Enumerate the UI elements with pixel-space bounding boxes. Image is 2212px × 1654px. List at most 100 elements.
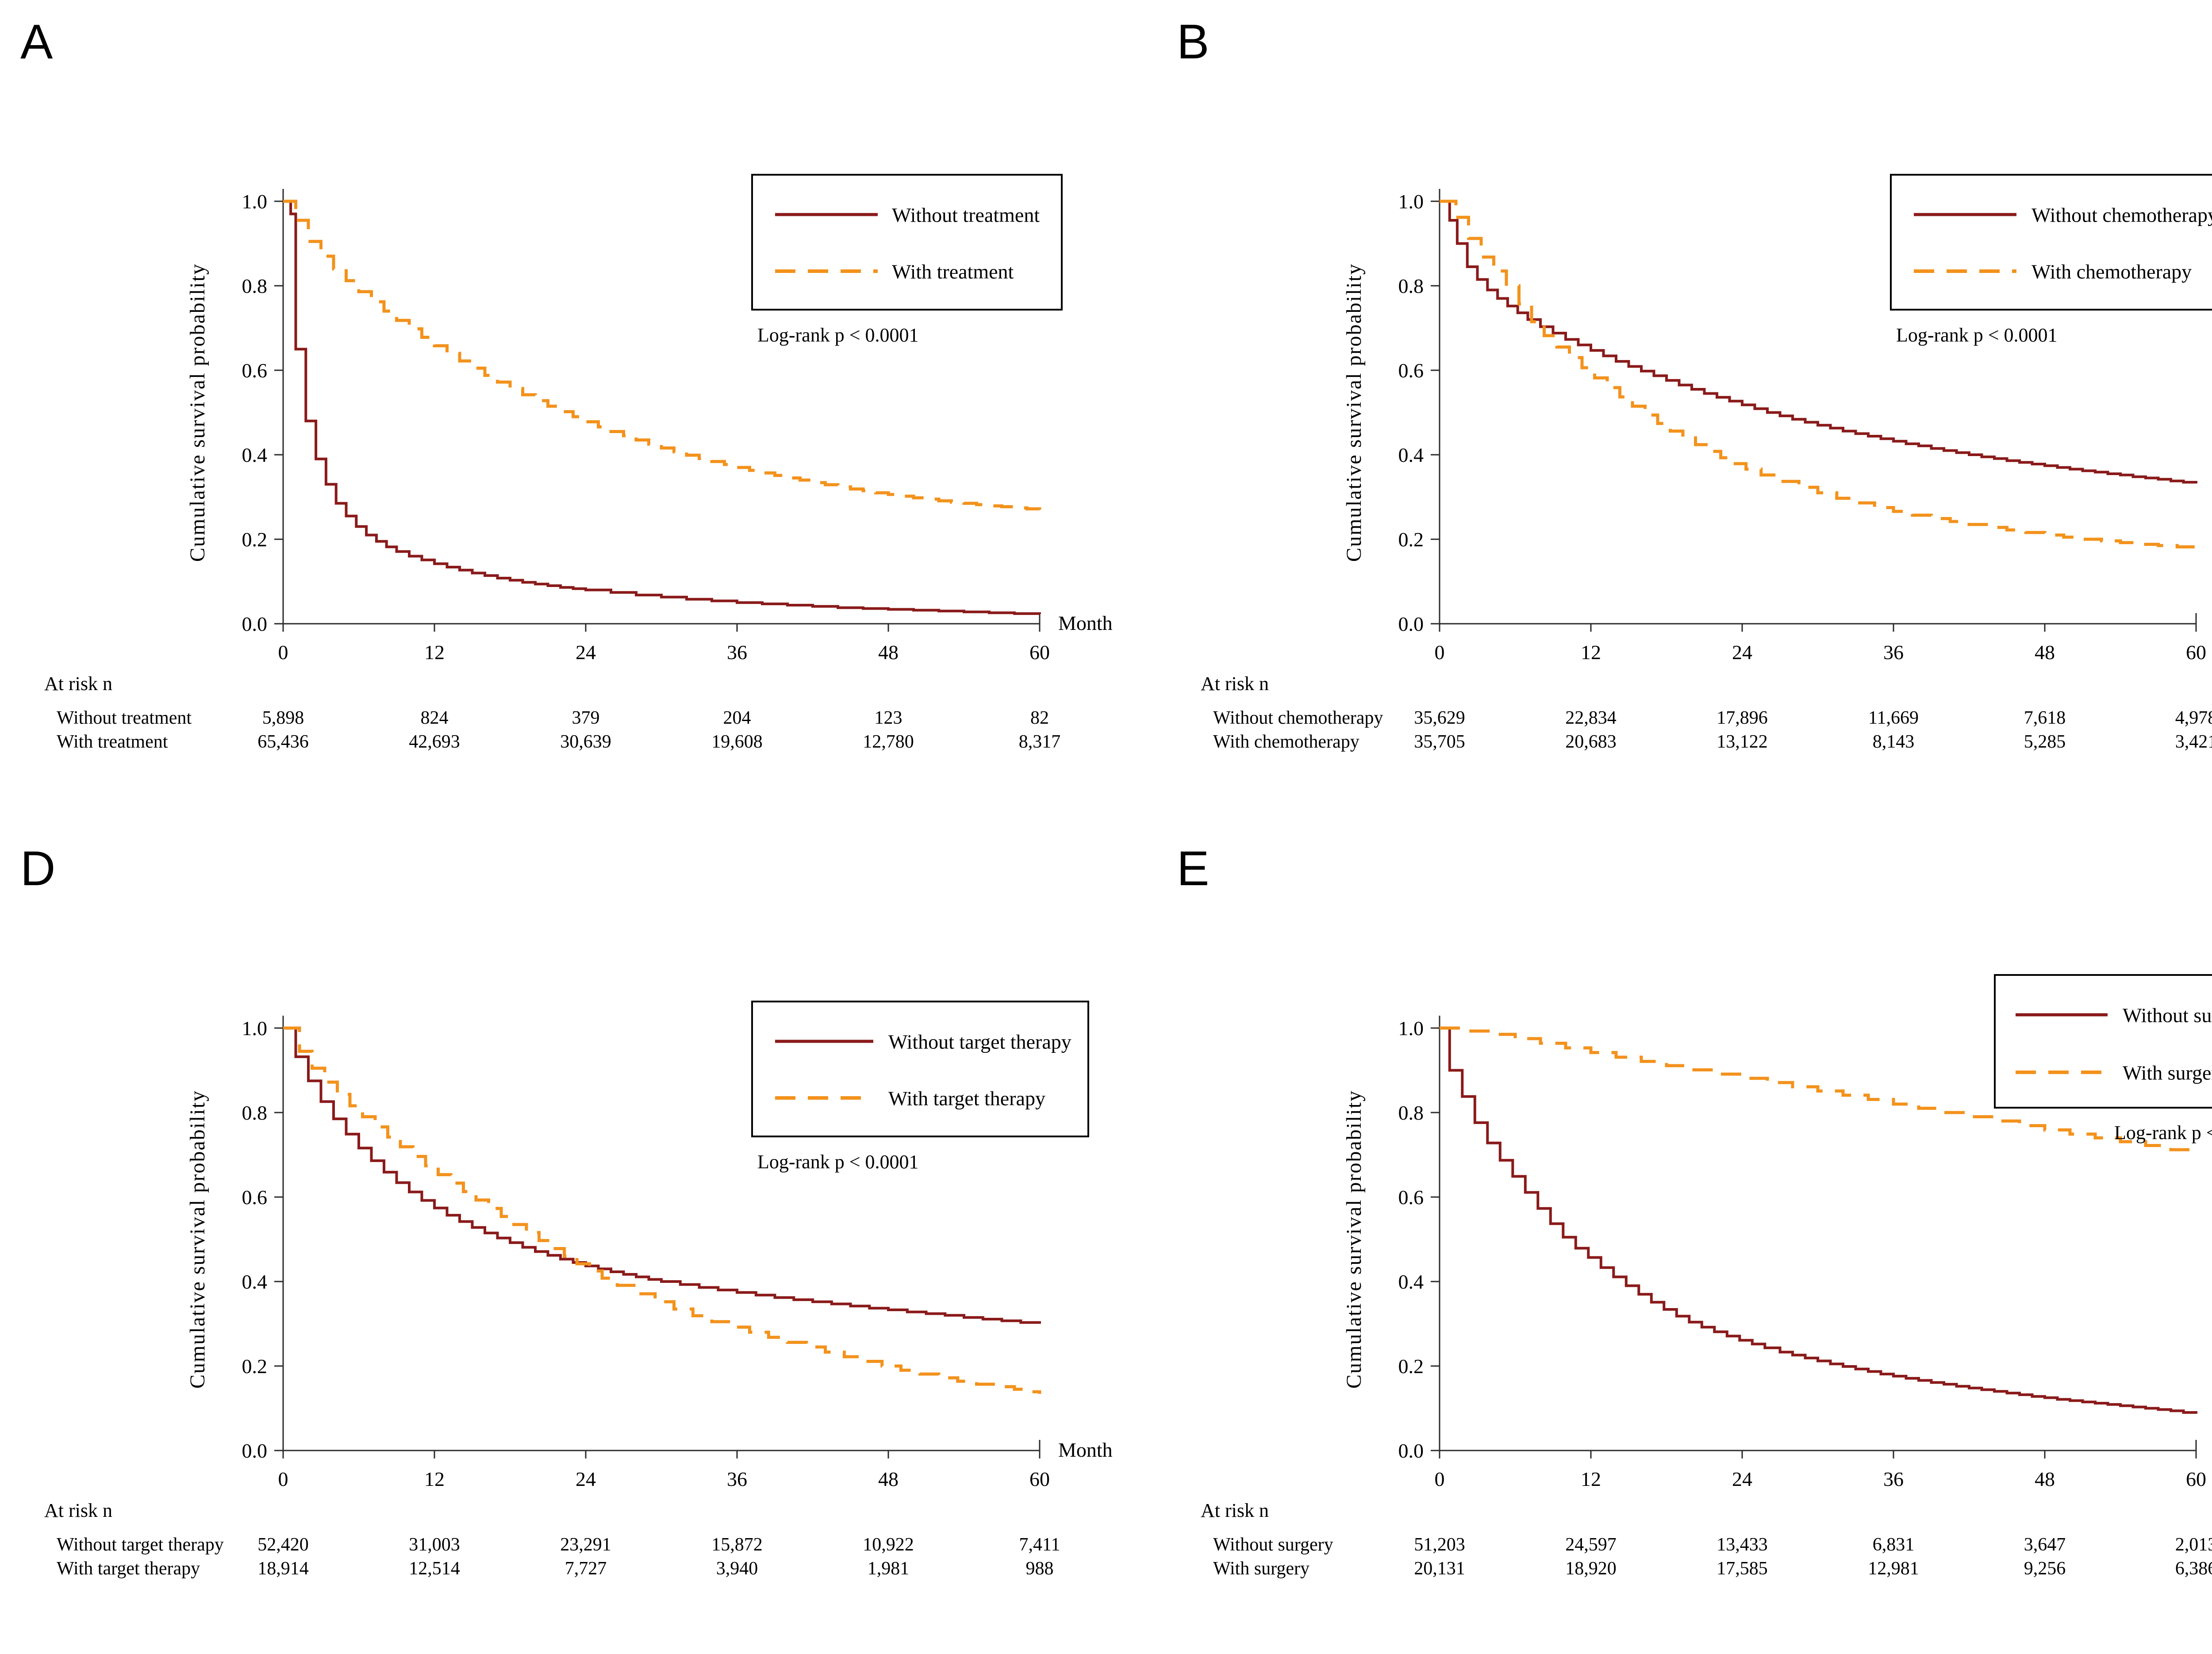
x-axis-title: Month <box>1058 1439 1113 1461</box>
curve-with-surgery <box>1440 1026 2198 1154</box>
legend-box <box>751 1001 1089 1137</box>
at-risk-value: 11,669 <box>1868 708 1919 728</box>
km-chart-a: 0.0 0.2 0.4 0.6 0.8 1.0 0 12 24 36 48 60 Cumulative … <box>44 174 1113 752</box>
km-chart-d: 0.0 0.2 0.4 0.6 0.8 1.0 0 12 24 36 48 60 Cumulative … <box>44 1001 1113 1579</box>
y-tick-label: 1.0 <box>242 1017 268 1040</box>
at-risk-value: 3,421 <box>2175 732 2212 752</box>
at-risk-value: 12,981 <box>1868 1558 1919 1579</box>
y-tick-label: 0.8 <box>1398 1101 1424 1124</box>
at-risk-value: 65,436 <box>257 732 309 752</box>
at-risk-value: 1,981 <box>868 1558 910 1579</box>
at-risk-header: At risk n <box>44 1500 112 1521</box>
at-risk-value: 12,514 <box>409 1558 460 1579</box>
at-risk-row-label: Without chemotherapy <box>1213 708 1383 728</box>
logrank-label: Log-rank p < 0.0001 <box>757 1151 919 1173</box>
at-risk-value: 8,143 <box>1873 732 1915 752</box>
km-chart-b: 0.0 0.2 0.4 0.6 0.8 1.0 0 12 24 36 48 60 Cumulative … <box>1201 174 2212 752</box>
at-risk-value: 12,780 <box>863 732 914 752</box>
at-risk-value: 3,940 <box>716 1558 758 1579</box>
at-risk-row-label: With surgery <box>1213 1558 1310 1579</box>
y-axis-title: Cumulative survival probability <box>186 1090 209 1389</box>
x-tick-label: 60 <box>2186 641 2206 664</box>
legend-label-with-chemotherapy: With chemotherapy <box>2032 261 2192 283</box>
at-risk-value: 35,705 <box>1414 732 1465 752</box>
x-tick-label: 48 <box>878 1468 899 1490</box>
at-risk-value: 22,834 <box>1565 708 1617 728</box>
curve-with-chemotherapy <box>1440 200 2198 549</box>
at-risk-value: 20,131 <box>1414 1558 1465 1579</box>
x-tick-label: 0 <box>278 641 288 664</box>
y-tick-label: 1.0 <box>1398 1017 1424 1040</box>
x-tick-label: 0 <box>1435 641 1445 664</box>
at-risk-value: 51,203 <box>1414 1535 1465 1555</box>
at-risk-value: 824 <box>421 708 449 728</box>
at-risk-value: 15,872 <box>711 1535 763 1555</box>
y-axis-title: Cumulative survival probability <box>1342 1090 1366 1389</box>
legend-box <box>751 174 1063 311</box>
at-risk-header: At risk n <box>1201 673 1269 695</box>
legend-label-with-treatment: With treatment <box>892 261 1014 283</box>
at-risk-header: At risk n <box>1201 1500 1269 1521</box>
at-risk-row-label: Without treatment <box>57 708 192 728</box>
curve-with-treatment <box>283 200 1041 510</box>
panel-letter-d: D <box>20 841 56 896</box>
at-risk-value: 13,122 <box>1717 732 1768 752</box>
y-tick-label: 0.2 <box>242 528 268 551</box>
y-tick-label: 0.0 <box>242 1439 268 1462</box>
legend-label-without-surgery: Without surgery <box>2123 1004 2212 1027</box>
x-tick-label: 0 <box>278 1468 288 1490</box>
curve-with-target-therapy <box>283 1026 1041 1394</box>
x-tick-label: 24 <box>1732 1468 1752 1490</box>
y-tick-label: 0.0 <box>1398 1439 1424 1462</box>
y-tick-label: 0.2 <box>1398 528 1424 551</box>
x-tick-label: 0 <box>1435 1468 1445 1490</box>
y-tick-label: 0.4 <box>1398 444 1424 466</box>
x-tick-label: 36 <box>727 1468 747 1490</box>
legend-label-without-treatment: Without treatment <box>892 204 1040 226</box>
at-risk-value: 5,285 <box>2024 732 2066 752</box>
panel-letter-b: B <box>1177 15 1210 69</box>
at-risk-value: 988 <box>1026 1558 1054 1579</box>
y-tick-label: 0.6 <box>1398 359 1424 382</box>
logrank-label: Log-rank p < 0.0001 <box>2114 1122 2212 1144</box>
y-tick-label: 1.0 <box>242 190 268 213</box>
x-tick-label: 12 <box>424 1468 445 1490</box>
at-risk-value: 23,291 <box>560 1535 611 1555</box>
y-tick-label: 0.2 <box>1398 1355 1424 1378</box>
legend-label-without-target-therapy: Without target therapy <box>888 1031 1071 1053</box>
y-tick-label: 0.6 <box>242 1186 268 1209</box>
x-tick-label: 24 <box>576 641 596 664</box>
x-tick-label: 24 <box>1732 641 1752 664</box>
at-risk-value: 19,608 <box>711 732 763 752</box>
y-tick-label: 1.0 <box>1398 190 1424 213</box>
km-chart-e: 0.0 0.2 0.4 0.6 0.8 1.0 0 12 24 36 48 60 Cumulative … <box>1201 974 2212 1579</box>
at-risk-value: 82 <box>1030 708 1049 728</box>
x-tick-label: 36 <box>1883 641 1904 664</box>
at-risk-value: 20,683 <box>1565 732 1617 752</box>
x-tick-label: 24 <box>576 1468 596 1490</box>
at-risk-value: 7,618 <box>2024 708 2066 728</box>
x-tick-label: 12 <box>1581 1468 1601 1490</box>
at-risk-value: 6,831 <box>1873 1535 1915 1555</box>
x-tick-label: 48 <box>2035 641 2055 664</box>
logrank-label: Log-rank p < 0.0001 <box>757 324 919 346</box>
x-tick-label: 12 <box>424 641 445 664</box>
y-tick-label: 0.8 <box>242 1101 268 1124</box>
at-risk-header: At risk n <box>44 673 112 695</box>
at-risk-value: 9,256 <box>2024 1558 2066 1579</box>
legend-box <box>1994 974 2212 1109</box>
panel-letter-a: A <box>20 15 53 69</box>
y-tick-label: 0.4 <box>242 444 268 466</box>
at-risk-value: 18,920 <box>1565 1558 1617 1579</box>
at-risk-value: 6,386 <box>2175 1558 2212 1579</box>
y-axis-title: Cumulative survival probability <box>186 263 209 562</box>
at-risk-row-label: Without target therapy <box>57 1535 224 1555</box>
at-risk-value: 2,013 <box>2175 1535 2212 1555</box>
at-risk-value: 31,003 <box>409 1535 460 1555</box>
at-risk-row-label: Without surgery <box>1213 1535 1333 1555</box>
at-risk-row-label: With treatment <box>57 732 168 752</box>
y-tick-label: 0.0 <box>1398 613 1424 635</box>
at-risk-value: 42,693 <box>409 732 460 752</box>
panel-e: E 0.0 0.2 0.4 0.6 0.8 1.0 0 12 24 36 48 60 Cumulativ… <box>1156 827 2212 1654</box>
legend-label-with-target-therapy: With target therapy <box>888 1087 1045 1110</box>
